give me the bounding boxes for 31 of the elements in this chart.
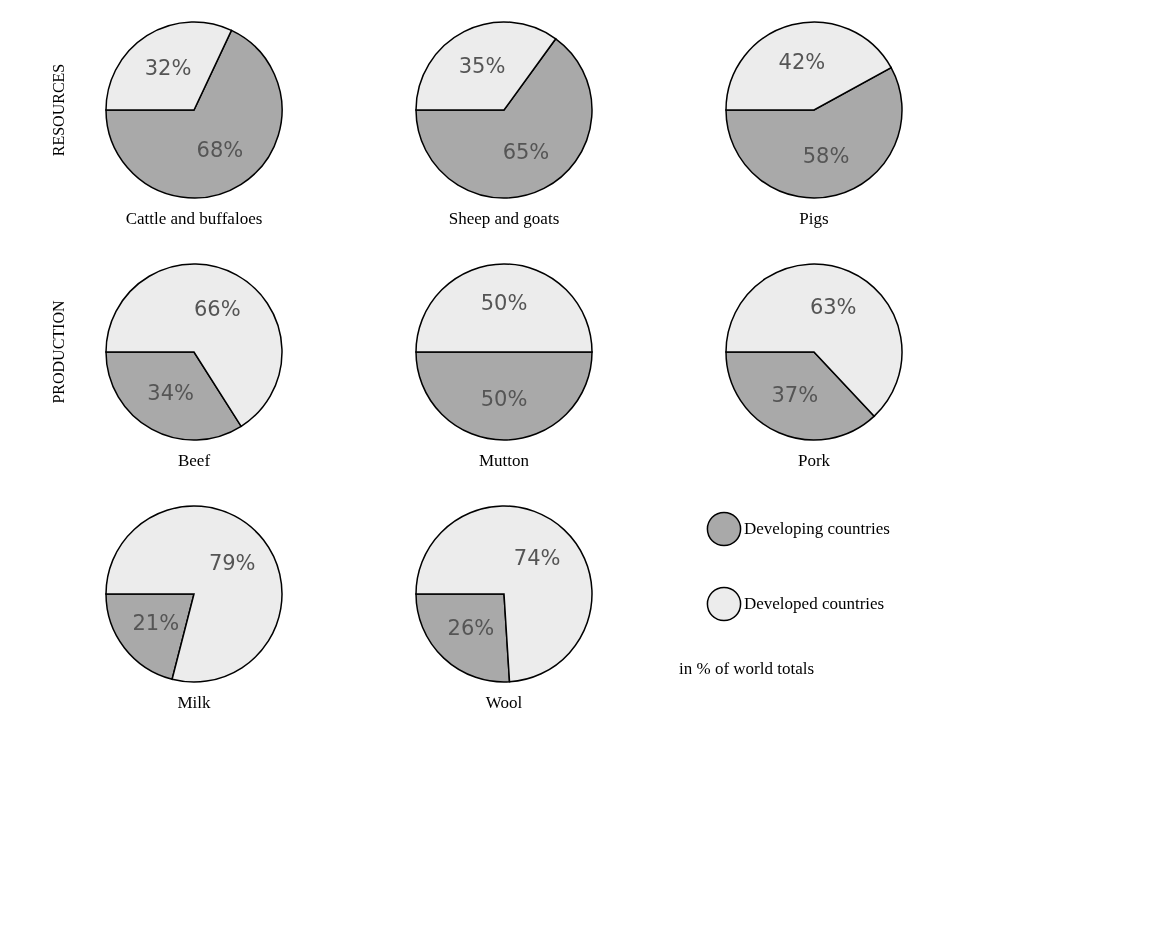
pie-slice — [415, 505, 593, 683]
data-label: 50% — [480, 387, 528, 412]
data-label: 21% — [132, 610, 180, 635]
text: Beef — [177, 451, 211, 470]
data-label: 66% — [193, 296, 241, 321]
data-label: 63% — [809, 294, 857, 319]
pie-slice — [105, 505, 283, 683]
data-label: 50% — [480, 290, 528, 315]
text: Sheep and goats — [448, 209, 560, 228]
text: Mutton — [478, 451, 530, 470]
data-label: 34% — [147, 381, 195, 406]
text: RESOURCES — [50, 63, 67, 157]
data-label: 74% — [513, 545, 561, 570]
text: Pork — [797, 451, 831, 470]
legend-label: Developing countries — [744, 519, 890, 538]
text: Wool — [485, 693, 523, 712]
text: PRODUCTION — [50, 300, 67, 404]
data-label: 37% — [771, 383, 819, 408]
data-label: 32% — [144, 56, 192, 81]
data-label: 35% — [458, 53, 506, 78]
data-label: 42% — [778, 50, 826, 75]
text: Cattle and buffaloes — [125, 209, 263, 228]
text: Milk — [177, 693, 212, 712]
data-label: 79% — [208, 551, 256, 576]
data-label: 26% — [447, 616, 495, 641]
data-label: 58% — [802, 143, 850, 168]
data-label: 68% — [196, 137, 244, 162]
text: Pigs — [799, 209, 829, 228]
data-label: 65% — [502, 140, 550, 165]
text: in % of world totals — [679, 659, 815, 678]
legend-label: Developed countries — [744, 594, 885, 613]
